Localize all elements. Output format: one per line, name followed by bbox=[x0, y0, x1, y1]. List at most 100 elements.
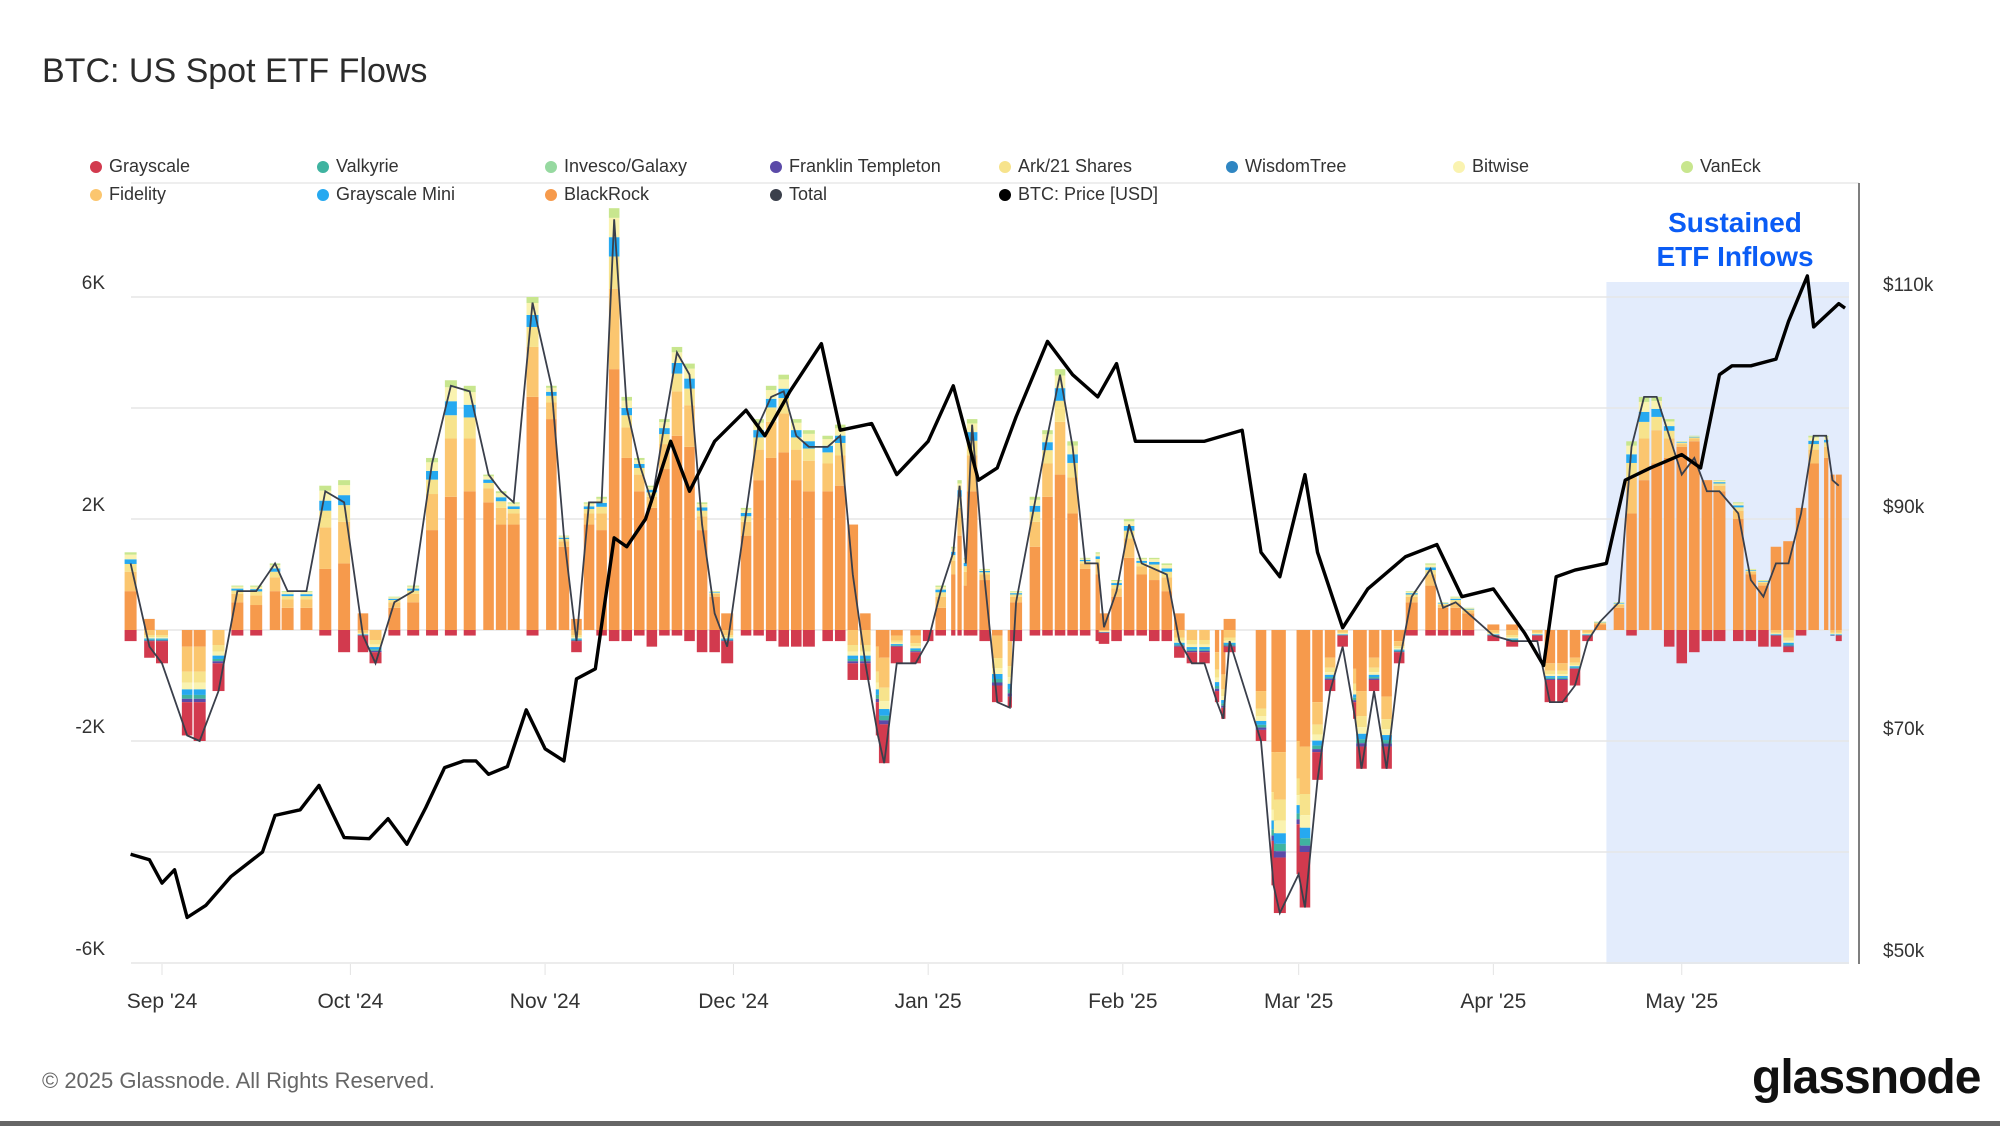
bar-segment-bitwise bbox=[193, 682, 206, 690]
legend-item[interactable]: Bitwise bbox=[1453, 156, 1529, 177]
bar-segment-grayscale bbox=[621, 630, 632, 642]
bar-segment-vaneck bbox=[1111, 580, 1122, 582]
bar-segment-valkyrie bbox=[875, 694, 881, 699]
bar-segment-grayscale bbox=[212, 663, 225, 692]
legend-item[interactable]: Grayscale bbox=[90, 156, 190, 177]
bar-segment-bitwise bbox=[483, 476, 494, 480]
bar-segment-franklin-templeton bbox=[1835, 635, 1842, 636]
bar-segment-grayscale bbox=[1337, 635, 1348, 647]
bar-segment-grayscale-mini bbox=[1199, 647, 1210, 650]
bar-segment-ark-21-shares bbox=[1356, 716, 1367, 728]
bar-segment-blackrock bbox=[1221, 630, 1226, 675]
bar-segment-ark-21-shares bbox=[1221, 689, 1226, 697]
bar-segment-valkyrie bbox=[1174, 644, 1185, 646]
bar-segment-valkyrie bbox=[847, 658, 859, 662]
legend-item[interactable]: VanEck bbox=[1681, 156, 1761, 177]
legend-item[interactable]: BlackRock bbox=[545, 184, 649, 205]
bar-segment-blackrock bbox=[1214, 630, 1220, 653]
legend-dot-icon bbox=[90, 188, 102, 201]
bar-segment-bitwise bbox=[1405, 591, 1418, 594]
legend-label: WisdomTree bbox=[1245, 156, 1347, 176]
bar-segment-grayscale-mini bbox=[1312, 740, 1323, 746]
legend-item[interactable]: BTC: Price [USD] bbox=[999, 184, 1158, 205]
bar-segment-fidelity bbox=[1324, 657, 1336, 668]
bar-segment-franklin-templeton bbox=[1544, 678, 1556, 680]
bar-segment-fidelity bbox=[407, 593, 420, 603]
legend-item[interactable]: Total bbox=[770, 184, 827, 205]
bar-segment-ark-21-shares bbox=[1136, 562, 1147, 567]
legend-item[interactable]: Invesco/Galaxy bbox=[545, 156, 687, 177]
bar-segment-fidelity bbox=[1029, 521, 1041, 547]
bar-segment-franklin-templeton bbox=[1381, 743, 1392, 747]
y-right-tick-label: $50k bbox=[1883, 941, 1925, 962]
bar-segment-valkyrie bbox=[1381, 740, 1392, 744]
bar-segment-vaneck bbox=[822, 435, 833, 440]
x-tick-label: Mar '25 bbox=[1263, 990, 1334, 1013]
bar-segment-blackrock bbox=[444, 496, 457, 630]
bar-segment-bitwise bbox=[834, 428, 846, 436]
bar-segment-fidelity bbox=[483, 488, 494, 503]
bar-segment-blackrock bbox=[1613, 607, 1625, 630]
bar-segment-ark-21-shares bbox=[388, 600, 401, 603]
bar-segment-grayscale bbox=[1713, 630, 1726, 642]
bar-segment-valkyrie bbox=[890, 645, 903, 646]
bar-segment-blackrock bbox=[1356, 630, 1367, 692]
bar-segment-vaneck bbox=[1689, 435, 1700, 437]
bar-segment-blackrock bbox=[1296, 630, 1301, 741]
bar-segment-franklin-templeton bbox=[1393, 651, 1405, 653]
bar-segment-vaneck bbox=[753, 419, 764, 423]
bar-segment-ark-21-shares bbox=[1148, 564, 1160, 569]
bar-segment-blackrock bbox=[596, 530, 607, 630]
bar-segment-grayscale bbox=[338, 630, 351, 653]
legend-dot-icon bbox=[545, 160, 557, 173]
bar-segment-vaneck bbox=[1148, 557, 1160, 560]
bar-segment-fidelity bbox=[1638, 438, 1650, 481]
legend-item[interactable]: Ark/21 Shares bbox=[999, 156, 1132, 177]
bar-segment-fidelity bbox=[1651, 430, 1662, 464]
legend-label: VanEck bbox=[1700, 156, 1761, 176]
bar-segment-vaneck bbox=[778, 374, 789, 380]
bar-segment-grayscale-mini bbox=[1161, 568, 1173, 572]
bar-segment-fidelity bbox=[319, 527, 332, 569]
legend-item[interactable]: Franklin Templeton bbox=[770, 156, 941, 177]
bar-segment-grayscale-mini bbox=[802, 441, 815, 449]
bar-segment-grayscale bbox=[1506, 641, 1519, 647]
legend-item[interactable]: WisdomTree bbox=[1226, 156, 1346, 177]
bar-segment-ark-21-shares bbox=[1745, 570, 1757, 572]
bar-segment-fidelity bbox=[1450, 602, 1461, 608]
bar-segment-blackrock bbox=[646, 507, 658, 630]
bar-segment-vaneck bbox=[1054, 369, 1066, 376]
bar-segment-blackrock bbox=[1651, 463, 1662, 630]
bar-segment-grayscale bbox=[357, 635, 369, 653]
bar-segment-fidelity bbox=[1199, 630, 1210, 640]
bar-segment-blackrock bbox=[571, 618, 582, 630]
bar-segment-bitwise bbox=[847, 651, 859, 656]
bar-segment-blackrock bbox=[1462, 613, 1475, 630]
bar-segment-fidelity bbox=[426, 494, 439, 531]
bar-segment-fidelity bbox=[1676, 444, 1688, 447]
bar-segment-bitwise bbox=[822, 439, 833, 446]
bar-segment-fidelity bbox=[875, 646, 881, 672]
bar-segment-fidelity bbox=[1462, 610, 1475, 614]
bar-segment-bitwise bbox=[144, 637, 155, 639]
bar-segment-ark-21-shares bbox=[847, 644, 859, 652]
bar-segment-valkyrie bbox=[1299, 838, 1311, 846]
bar-segment-ark-21-shares bbox=[407, 590, 420, 594]
bar-segment-grayscale-mini bbox=[1148, 561, 1160, 565]
x-tick-label: Oct '24 bbox=[317, 990, 384, 1013]
bar-segment-grayscale bbox=[1299, 852, 1311, 908]
bar-segment-grayscale bbox=[1733, 630, 1744, 642]
legend-item[interactable]: Fidelity bbox=[90, 184, 166, 205]
bar-segment-valkyrie bbox=[156, 639, 168, 641]
bar-segment-fidelity bbox=[740, 521, 752, 536]
bar-segment-grayscale bbox=[1770, 635, 1782, 647]
bar-segment-grayscale bbox=[1676, 630, 1688, 664]
bar-segment-valkyrie bbox=[721, 639, 734, 641]
y-left-tick-label: 6K bbox=[81, 273, 105, 294]
legend-item[interactable]: Valkyrie bbox=[317, 156, 399, 177]
bar-segment-ark-21-shares bbox=[1123, 530, 1135, 539]
bar-segment-bitwise bbox=[1689, 436, 1700, 437]
bar-segment-bitwise bbox=[646, 487, 658, 490]
legend-item[interactable]: Grayscale Mini bbox=[317, 184, 455, 205]
bar-segment-ark-21-shares bbox=[1613, 603, 1625, 606]
